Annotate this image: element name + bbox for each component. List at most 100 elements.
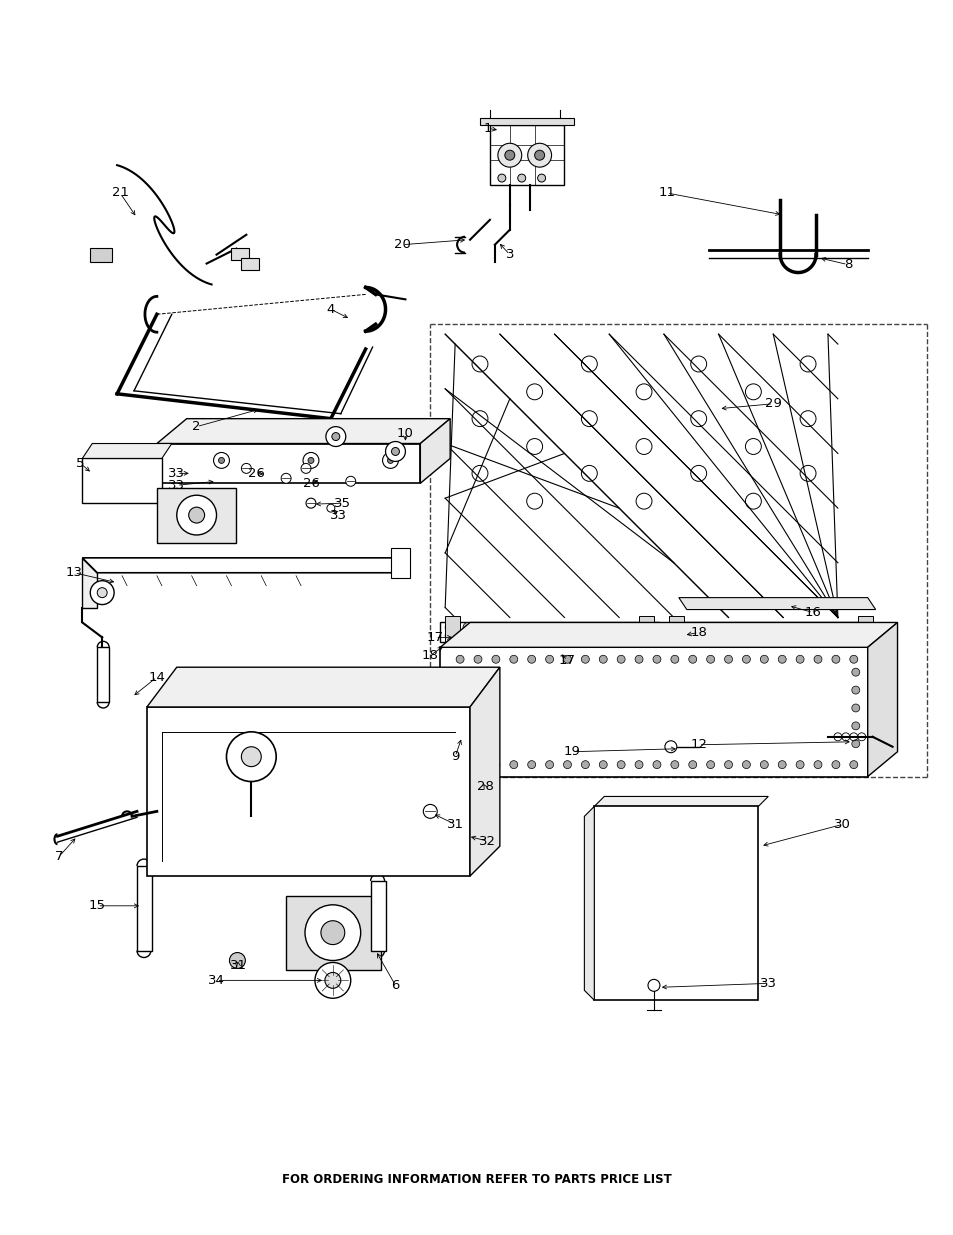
Circle shape — [448, 668, 456, 676]
Circle shape — [213, 452, 230, 468]
Bar — [639, 615, 653, 646]
Circle shape — [305, 905, 360, 961]
Circle shape — [778, 656, 785, 663]
Bar — [91, 248, 112, 262]
Text: 16: 16 — [803, 606, 821, 619]
Circle shape — [803, 630, 813, 641]
Text: 26: 26 — [248, 467, 264, 480]
Circle shape — [241, 747, 261, 767]
Text: 6: 6 — [391, 979, 399, 992]
Polygon shape — [439, 647, 867, 777]
Circle shape — [647, 979, 659, 992]
Circle shape — [785, 622, 796, 632]
Circle shape — [552, 622, 562, 632]
Circle shape — [391, 447, 399, 456]
Circle shape — [327, 504, 335, 513]
Circle shape — [303, 452, 318, 468]
Circle shape — [813, 761, 821, 768]
Circle shape — [741, 656, 750, 663]
Circle shape — [688, 761, 696, 768]
Circle shape — [480, 630, 491, 641]
Circle shape — [509, 656, 517, 663]
Circle shape — [462, 630, 473, 641]
Circle shape — [497, 143, 521, 167]
Circle shape — [785, 630, 796, 641]
Circle shape — [670, 761, 679, 768]
Text: 21: 21 — [112, 186, 129, 200]
Text: 9: 9 — [451, 750, 458, 763]
Text: 31: 31 — [446, 818, 463, 831]
Circle shape — [534, 630, 544, 641]
Text: 32: 32 — [479, 835, 496, 847]
Text: 12: 12 — [689, 739, 706, 751]
Circle shape — [563, 656, 571, 663]
Text: 33: 33 — [168, 467, 185, 480]
Polygon shape — [82, 458, 162, 503]
Text: 18: 18 — [690, 626, 706, 638]
Bar — [232, 248, 249, 259]
Circle shape — [509, 761, 517, 768]
Circle shape — [778, 761, 785, 768]
Circle shape — [741, 761, 750, 768]
Circle shape — [517, 174, 525, 182]
Circle shape — [314, 962, 351, 998]
Polygon shape — [470, 667, 499, 876]
Text: 2: 2 — [193, 420, 201, 433]
Text: 30: 30 — [834, 818, 850, 831]
Text: 17: 17 — [558, 653, 576, 667]
Circle shape — [448, 740, 456, 747]
Circle shape — [570, 622, 579, 632]
Polygon shape — [439, 622, 659, 642]
Circle shape — [635, 656, 642, 663]
Bar — [241, 258, 259, 269]
Text: 14: 14 — [149, 671, 165, 684]
Circle shape — [423, 804, 436, 819]
Polygon shape — [673, 622, 867, 642]
Circle shape — [706, 761, 714, 768]
Circle shape — [230, 952, 245, 968]
Circle shape — [320, 921, 344, 945]
Bar — [137, 866, 152, 951]
Circle shape — [605, 630, 616, 641]
Bar — [490, 126, 564, 185]
Circle shape — [504, 151, 515, 161]
Text: 29: 29 — [764, 398, 781, 410]
Circle shape — [714, 622, 723, 632]
Text: 11: 11 — [658, 186, 675, 200]
Circle shape — [641, 622, 651, 632]
Circle shape — [767, 622, 778, 632]
Text: 28: 28 — [476, 781, 493, 793]
Circle shape — [527, 761, 535, 768]
Circle shape — [641, 630, 651, 641]
Text: 33: 33 — [168, 479, 185, 492]
Text: 18: 18 — [421, 648, 438, 662]
Circle shape — [176, 495, 216, 535]
Circle shape — [570, 630, 579, 641]
Circle shape — [492, 656, 499, 663]
Circle shape — [679, 622, 688, 632]
Text: 17: 17 — [426, 631, 443, 643]
Circle shape — [696, 630, 706, 641]
Circle shape — [456, 656, 463, 663]
Circle shape — [580, 656, 589, 663]
Circle shape — [448, 687, 456, 694]
Polygon shape — [679, 598, 875, 610]
Text: 31: 31 — [230, 958, 247, 972]
Circle shape — [498, 622, 508, 632]
Circle shape — [831, 761, 839, 768]
Circle shape — [448, 704, 456, 711]
Circle shape — [588, 622, 598, 632]
Text: 4: 4 — [326, 303, 335, 316]
Circle shape — [598, 656, 607, 663]
Circle shape — [445, 622, 455, 632]
Circle shape — [652, 656, 660, 663]
Circle shape — [821, 630, 831, 641]
Circle shape — [821, 622, 831, 632]
Circle shape — [498, 630, 508, 641]
Circle shape — [552, 630, 562, 641]
Polygon shape — [420, 419, 450, 483]
Circle shape — [605, 622, 616, 632]
Circle shape — [851, 740, 859, 747]
Circle shape — [851, 722, 859, 730]
Polygon shape — [147, 706, 470, 876]
